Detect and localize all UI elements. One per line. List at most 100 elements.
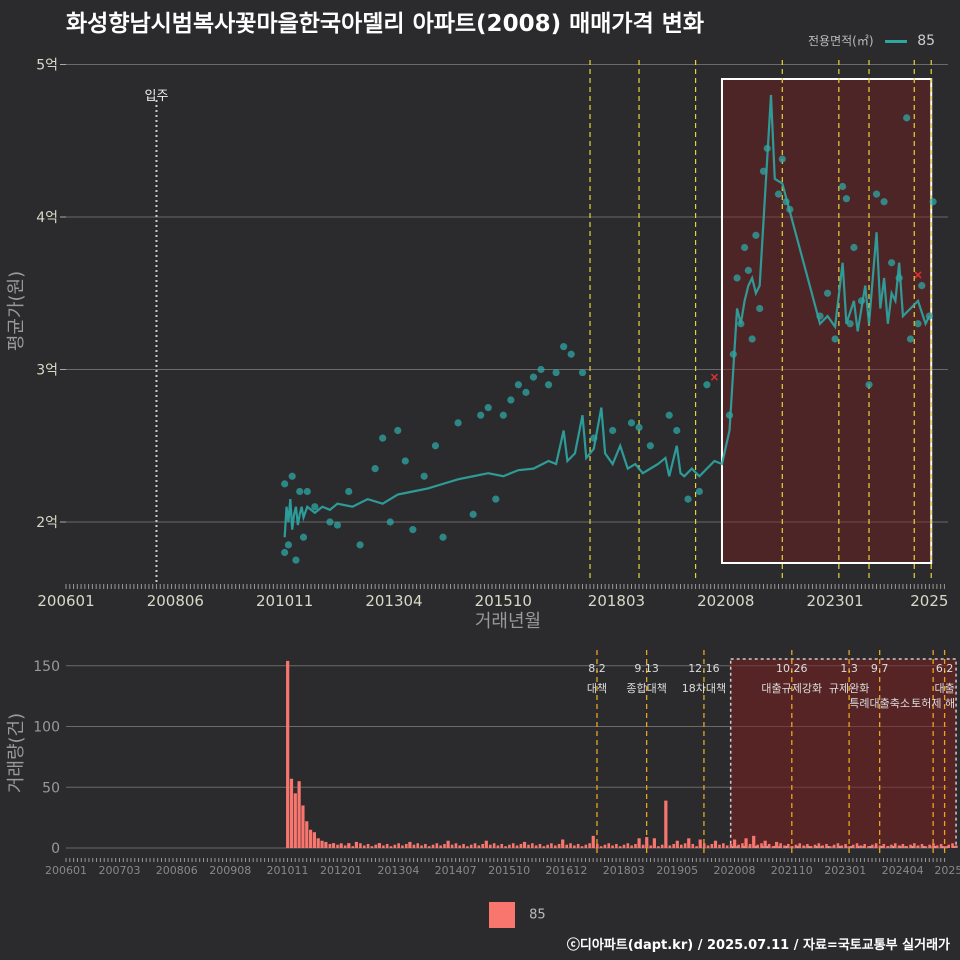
- volume-bar: [733, 839, 737, 848]
- volume-bar: [580, 846, 584, 848]
- vol-x-tick-label: 2025: [934, 864, 960, 877]
- price-scatter-point: [386, 518, 394, 526]
- price-scatter-point: [842, 195, 850, 203]
- vol-x-tick-label: 201803: [603, 864, 645, 877]
- price-scatter-point: [627, 419, 636, 427]
- volume-bar: [500, 843, 504, 848]
- volume-bar: [664, 800, 668, 848]
- price-trend-line: [283, 94, 931, 538]
- legend-bar-label: 85: [529, 907, 546, 923]
- price-scatter-point: [846, 320, 854, 328]
- volume-bar: [855, 843, 859, 848]
- price-scatter-point: [778, 155, 786, 163]
- volume-bar: [347, 843, 351, 848]
- volume-bar: [779, 843, 782, 848]
- volume-bar: [538, 843, 542, 848]
- price-scatter-point: [903, 114, 911, 122]
- volume-bar: [336, 844, 339, 848]
- volume-bar: [492, 843, 496, 848]
- volume-bar: [702, 843, 706, 848]
- volume-bar: [435, 843, 439, 848]
- price-scatter-point: [296, 487, 304, 496]
- volume-bar: [882, 843, 886, 848]
- price-scatter-point: [499, 411, 507, 419]
- y-axis-title: 평균가(원): [6, 271, 27, 351]
- volume-bar: [370, 846, 374, 848]
- volume-bar: [725, 845, 729, 848]
- vol-x-tick-label: 200601: [45, 864, 87, 877]
- volume-bar: [511, 843, 515, 848]
- volume-bar: [775, 841, 779, 848]
- volume-bar: [354, 841, 359, 848]
- volume-bar: [893, 843, 897, 848]
- volume-bar: [443, 843, 446, 848]
- volume-bar: [722, 843, 725, 848]
- y-tick-label: 4억: [36, 210, 58, 226]
- event-policy-label: 특례대출축소: [849, 697, 910, 710]
- price-scatter-point: [673, 426, 681, 435]
- volume-bar: [634, 843, 637, 848]
- volume-bar: [331, 843, 336, 848]
- volume-bar: [519, 843, 523, 848]
- volume-bar: [366, 843, 370, 848]
- volume-bar: [836, 843, 840, 848]
- volume-bar: [591, 835, 595, 848]
- volume-bar: [618, 846, 622, 848]
- volume-bar: [607, 843, 611, 848]
- price-scatter-point: [918, 282, 926, 290]
- volume-bar: [576, 843, 580, 848]
- volume-bar: [328, 843, 332, 848]
- price-scatter-point: [292, 556, 300, 564]
- volume-bar: [550, 843, 553, 848]
- price-scatter-point: [925, 312, 933, 320]
- volume-bar: [477, 845, 481, 848]
- volume-bar: [840, 845, 844, 848]
- volume-bar: [809, 846, 813, 848]
- volume-bar: [359, 843, 362, 848]
- volume-bar: [484, 840, 488, 848]
- price-scatter-point: [560, 343, 568, 351]
- volume-bar: [798, 843, 802, 848]
- event-date-label: 1.3: [840, 662, 858, 675]
- volume-bar: [439, 845, 442, 848]
- volume-bar: [446, 840, 450, 848]
- price-scatter-point: [865, 381, 873, 389]
- volume-bar: [844, 843, 847, 848]
- vol-y-tick-label: 100: [33, 720, 60, 736]
- event-policy-label: 대출: [934, 682, 954, 695]
- volume-bar: [718, 844, 721, 848]
- vol-x-tick-label: 201905: [656, 864, 698, 877]
- volume-bar: [565, 844, 569, 848]
- event-policy-label: 대출규제강화: [761, 682, 822, 695]
- volume-bar: [680, 844, 683, 848]
- event-policy-label: 대책: [587, 682, 607, 695]
- volume-bar: [531, 843, 534, 848]
- price-scatter-point: [839, 182, 847, 191]
- price-scatter-point: [578, 368, 587, 377]
- vol-x-tick-label: 202404: [882, 864, 924, 877]
- volume-bar: [760, 843, 763, 848]
- movein-label: 입주: [145, 89, 169, 104]
- price-scatter-point: [454, 419, 462, 427]
- event-date-label: 8.2: [588, 662, 606, 675]
- volume-bar: [794, 844, 798, 848]
- volume-bar: [320, 840, 324, 848]
- volume-bar: [527, 844, 530, 848]
- volume-bar: [462, 843, 465, 848]
- legend-label: 85: [917, 33, 936, 49]
- price-scatter-point: [507, 396, 515, 404]
- volume-bar: [687, 838, 691, 848]
- volume-bar: [473, 843, 477, 848]
- top-legend: 전용면적(㎡) 85: [808, 32, 935, 49]
- price-scatter-point: [529, 373, 538, 381]
- volume-bar: [683, 843, 687, 848]
- event-policy-label: 규제완화: [829, 682, 869, 695]
- event-date-label: 6.2: [936, 662, 954, 675]
- volume-bar: [645, 837, 649, 848]
- bottom-legend: 85: [489, 902, 546, 928]
- event-policy-label: 18차대책: [682, 682, 726, 695]
- y-tick-label: 2억: [36, 515, 58, 531]
- volume-bar: [595, 843, 599, 848]
- vol-x-tick-label: 201612: [545, 864, 587, 877]
